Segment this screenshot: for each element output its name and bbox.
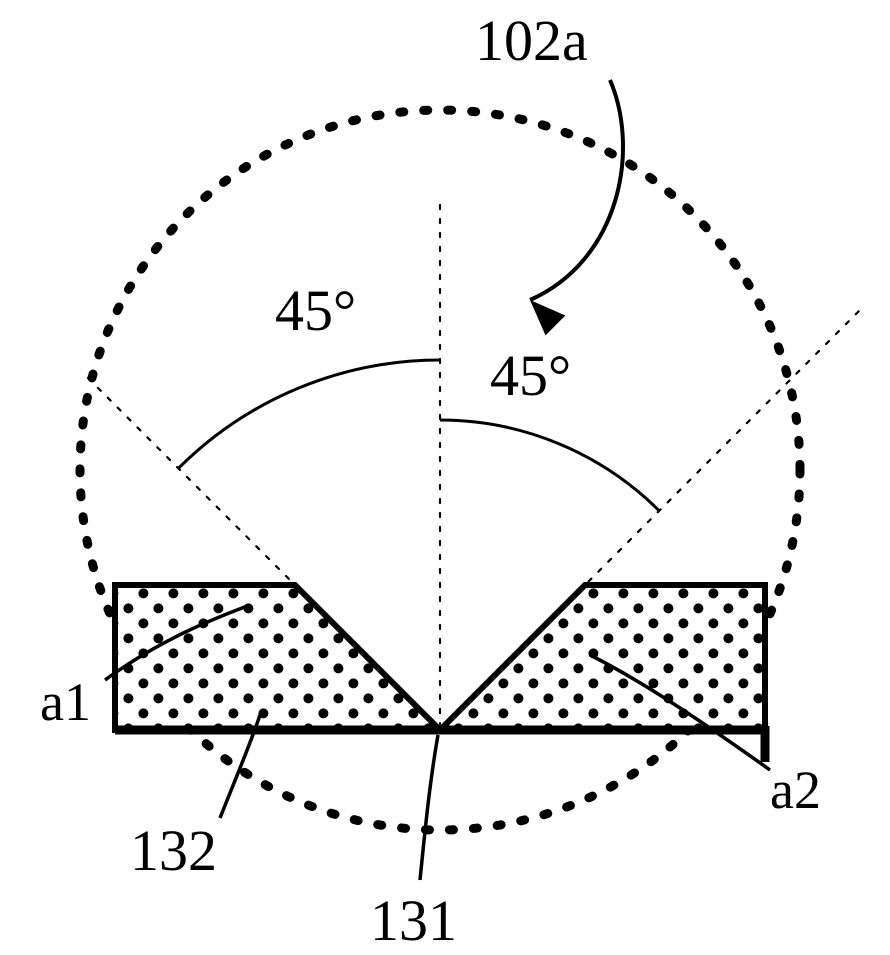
callout-a1-label: a1	[40, 672, 91, 732]
callout-131-label: 131	[370, 888, 457, 953]
angle-label-left: 45°	[275, 278, 356, 343]
canvas-bg	[0, 0, 890, 955]
callout-102a-label: 102a	[475, 8, 588, 73]
callout-a2-label: a2	[770, 760, 821, 820]
callout-132-label: 132	[130, 818, 217, 883]
angle-label-right: 45°	[490, 343, 571, 408]
